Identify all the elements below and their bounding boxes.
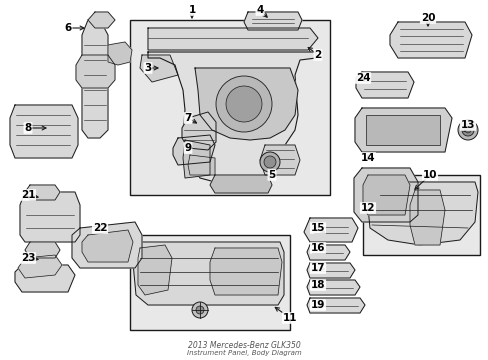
Bar	[130, 20, 329, 195]
Polygon shape	[108, 42, 132, 65]
Polygon shape	[20, 192, 80, 242]
Text: 22: 22	[93, 223, 107, 233]
Text: 17: 17	[310, 263, 325, 273]
Text: 1: 1	[188, 5, 195, 15]
Polygon shape	[138, 245, 172, 295]
Polygon shape	[209, 175, 271, 193]
Polygon shape	[389, 22, 471, 58]
Text: 10: 10	[422, 170, 436, 180]
Polygon shape	[148, 28, 317, 50]
Polygon shape	[304, 218, 357, 242]
Polygon shape	[140, 55, 178, 82]
Text: 7: 7	[184, 113, 191, 123]
Circle shape	[461, 124, 473, 136]
Circle shape	[196, 306, 203, 314]
Polygon shape	[76, 55, 115, 88]
Text: 20: 20	[420, 13, 434, 23]
Text: 2013 Mercedes-Benz GLK350: 2013 Mercedes-Benz GLK350	[188, 341, 300, 350]
Text: 8: 8	[24, 123, 32, 133]
Polygon shape	[306, 280, 359, 295]
Polygon shape	[88, 12, 115, 28]
Bar	[365, 115, 439, 145]
Text: 15: 15	[310, 223, 325, 233]
Polygon shape	[362, 175, 409, 215]
Circle shape	[464, 127, 470, 133]
Text: Instrument Panel, Body Diagram: Instrument Panel, Body Diagram	[187, 350, 301, 356]
Polygon shape	[10, 105, 78, 158]
Polygon shape	[260, 145, 299, 175]
Polygon shape	[209, 248, 282, 295]
Text: 5: 5	[268, 170, 275, 180]
Polygon shape	[182, 112, 216, 150]
Polygon shape	[306, 245, 349, 260]
Text: 9: 9	[184, 143, 191, 153]
Bar	[362, 175, 479, 255]
Circle shape	[225, 86, 262, 122]
Polygon shape	[195, 68, 297, 140]
Text: 2: 2	[314, 50, 321, 60]
Circle shape	[260, 152, 280, 172]
Polygon shape	[18, 255, 62, 278]
Text: 13: 13	[460, 120, 474, 130]
Polygon shape	[15, 265, 75, 292]
Polygon shape	[306, 263, 354, 278]
Bar	[130, 235, 289, 330]
Text: 24: 24	[355, 73, 369, 83]
Polygon shape	[354, 108, 451, 152]
Text: 4: 4	[256, 5, 263, 15]
Circle shape	[457, 120, 477, 140]
Text: 6: 6	[64, 23, 71, 33]
Polygon shape	[25, 185, 60, 200]
Polygon shape	[72, 222, 142, 268]
Polygon shape	[183, 140, 209, 178]
Text: 21: 21	[20, 190, 35, 200]
Text: 16: 16	[310, 243, 325, 253]
Polygon shape	[173, 135, 215, 165]
Polygon shape	[82, 20, 108, 138]
Text: 11: 11	[282, 313, 297, 323]
Polygon shape	[132, 242, 284, 305]
Polygon shape	[367, 182, 477, 245]
Text: 14: 14	[360, 153, 375, 163]
Circle shape	[264, 156, 275, 168]
Polygon shape	[244, 12, 302, 30]
Polygon shape	[409, 190, 444, 245]
Polygon shape	[353, 168, 417, 222]
Text: 23: 23	[20, 253, 35, 263]
Text: 12: 12	[360, 203, 374, 213]
Circle shape	[216, 76, 271, 132]
Polygon shape	[82, 230, 133, 262]
Text: 3: 3	[144, 63, 151, 73]
Text: 18: 18	[310, 280, 325, 290]
Circle shape	[192, 302, 207, 318]
Polygon shape	[355, 72, 413, 98]
Polygon shape	[306, 298, 364, 313]
Polygon shape	[148, 52, 315, 185]
Polygon shape	[187, 155, 215, 175]
Polygon shape	[25, 242, 60, 258]
Text: 19: 19	[310, 300, 325, 310]
